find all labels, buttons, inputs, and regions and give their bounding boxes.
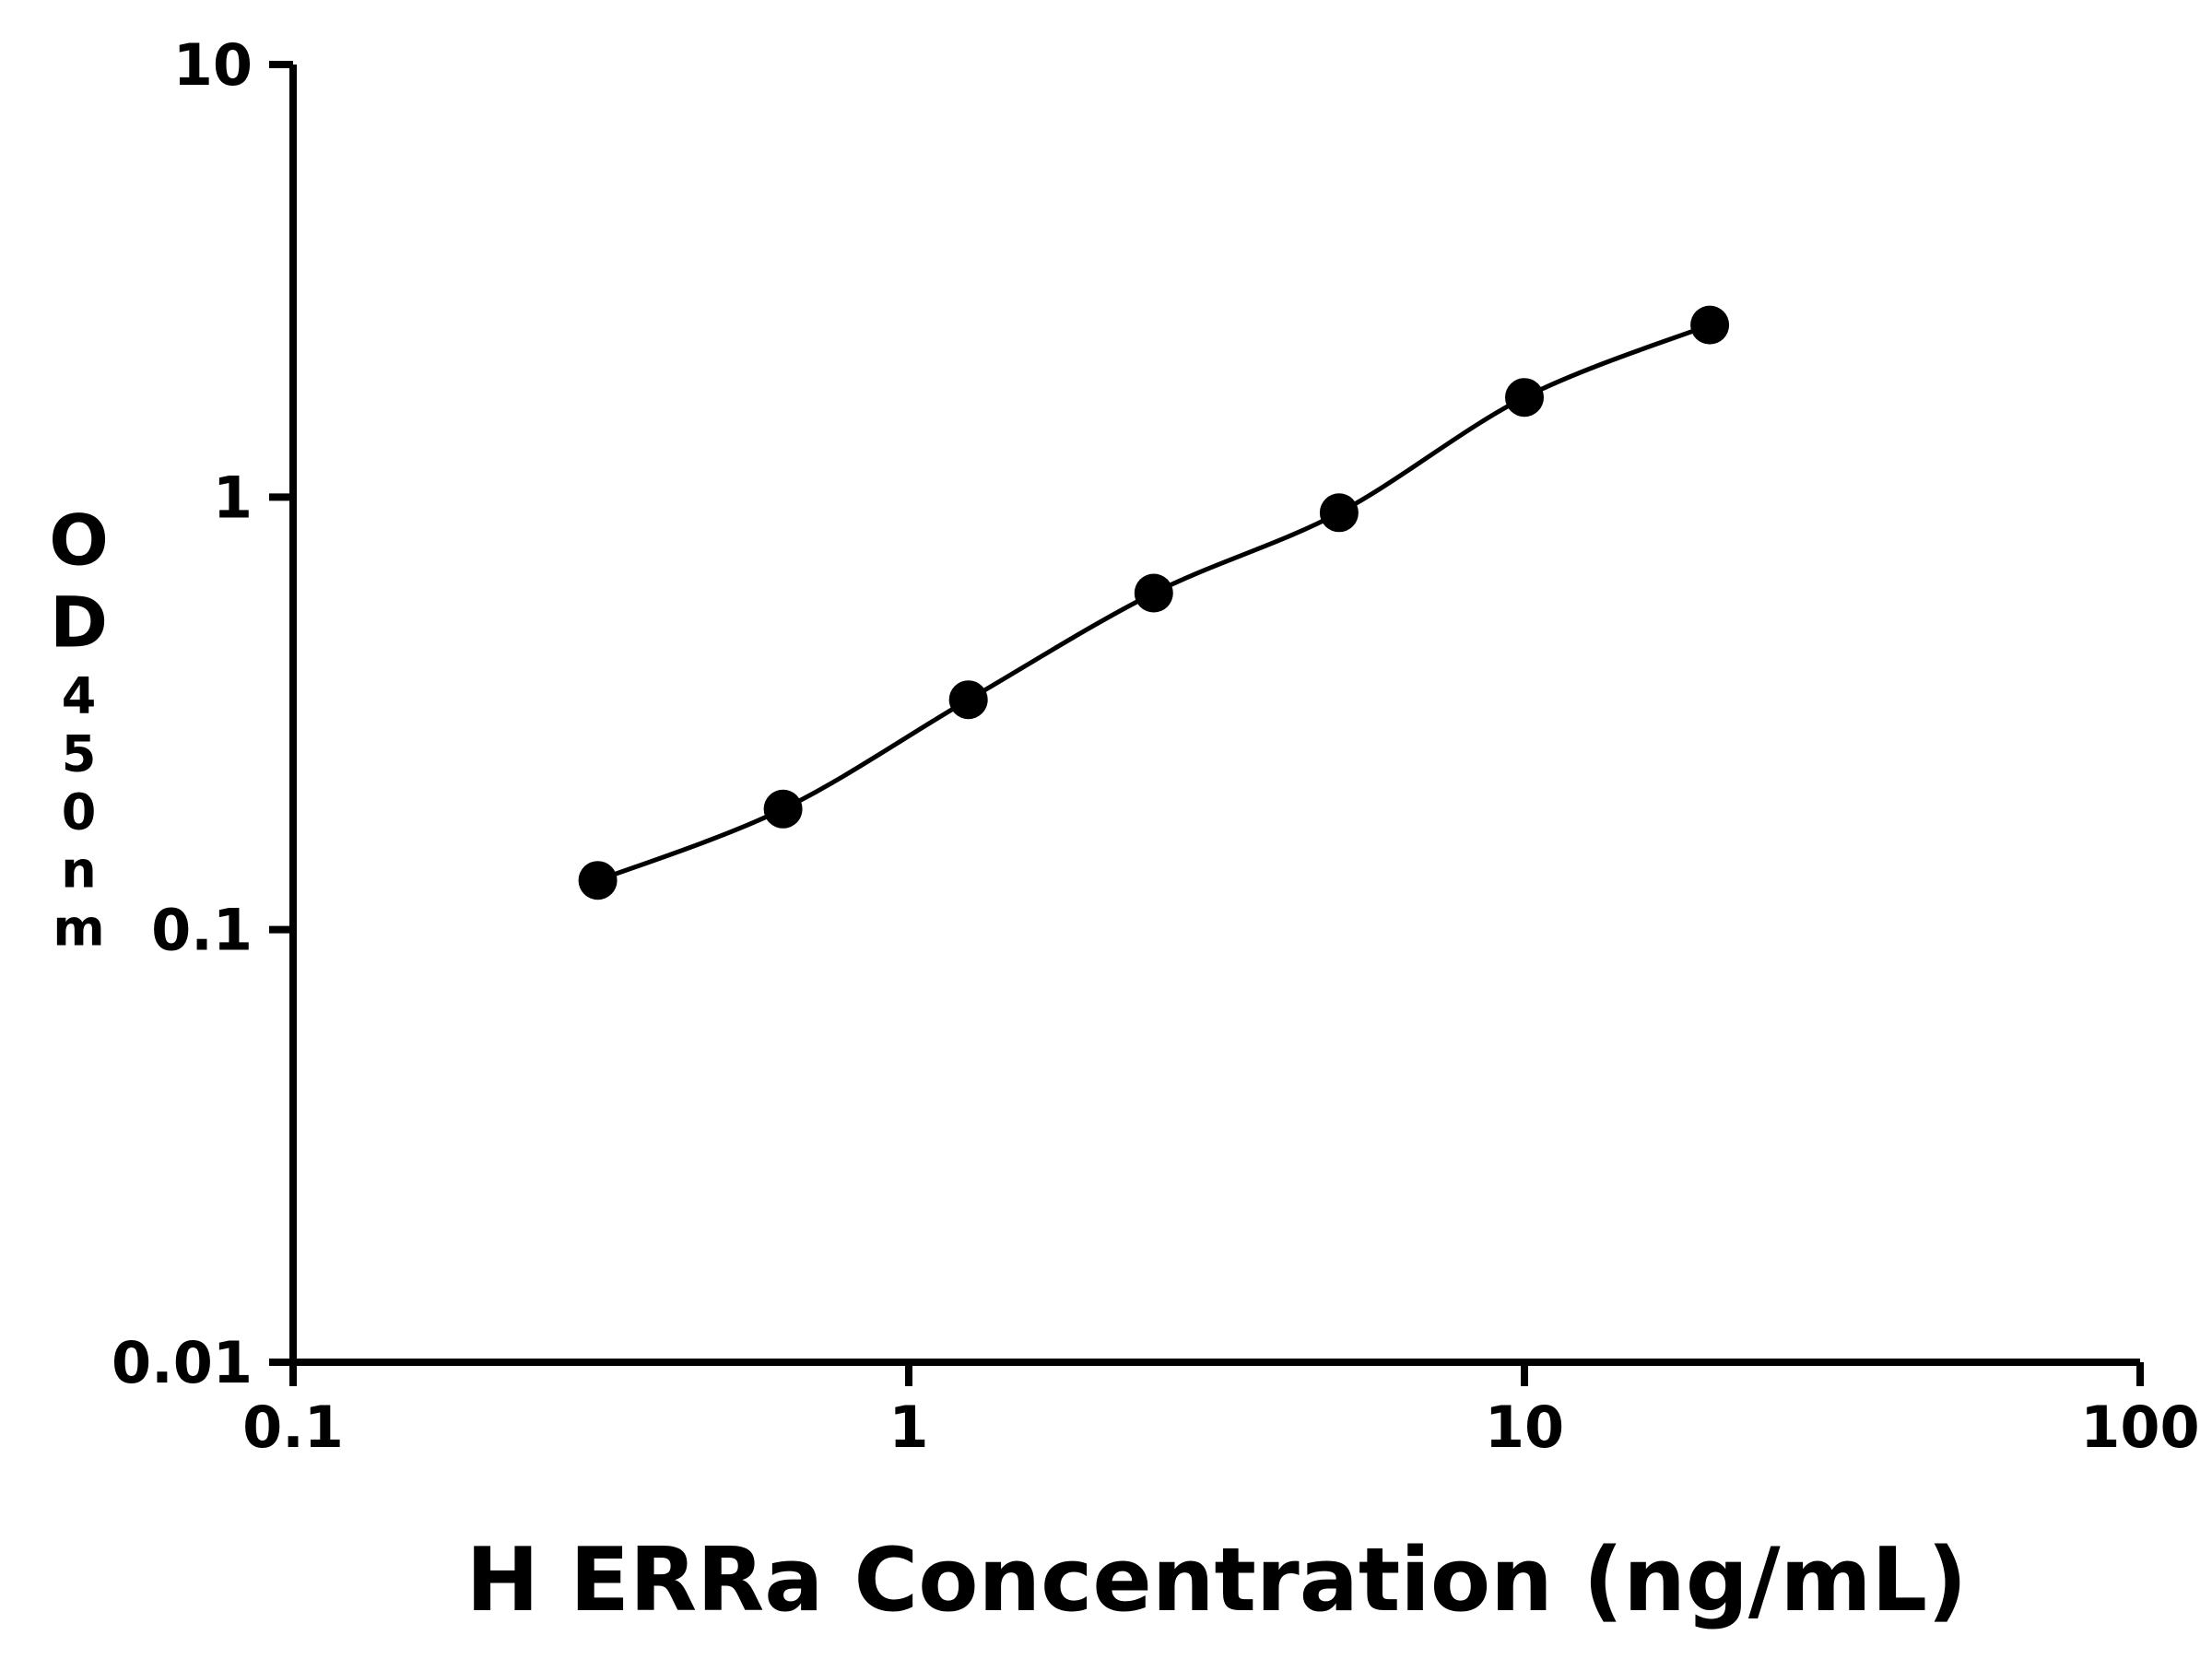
- x-tick-label: 1: [888, 1394, 928, 1461]
- y-axis-label: OD 450nm: [38, 499, 120, 958]
- x-axis-label: H ERRa Concentration (ng/mL): [465, 1530, 1968, 1631]
- data-point-marker: [1505, 378, 1544, 418]
- y-tick-label: 0.01: [112, 1329, 253, 1396]
- y-tick-label: 10: [173, 31, 253, 99]
- data-point-marker: [1134, 573, 1173, 613]
- data-point-marker: [1319, 493, 1359, 533]
- x-tick-label: 10: [1485, 1394, 1564, 1461]
- data-point-marker: [578, 861, 618, 900]
- y-axis-label-main: OD: [38, 499, 120, 664]
- y-tick-label: 0.1: [151, 897, 253, 964]
- x-tick-label: 0.1: [242, 1394, 344, 1461]
- x-tick-label: 100: [2080, 1394, 2199, 1461]
- data-point-marker: [763, 789, 803, 829]
- y-axis-label-sub: 450nm: [50, 666, 108, 958]
- axis-spines: [289, 65, 2140, 1366]
- y-tick-label: 1: [213, 464, 253, 531]
- data-point-marker: [948, 680, 988, 720]
- data-point-marker: [1690, 305, 1730, 345]
